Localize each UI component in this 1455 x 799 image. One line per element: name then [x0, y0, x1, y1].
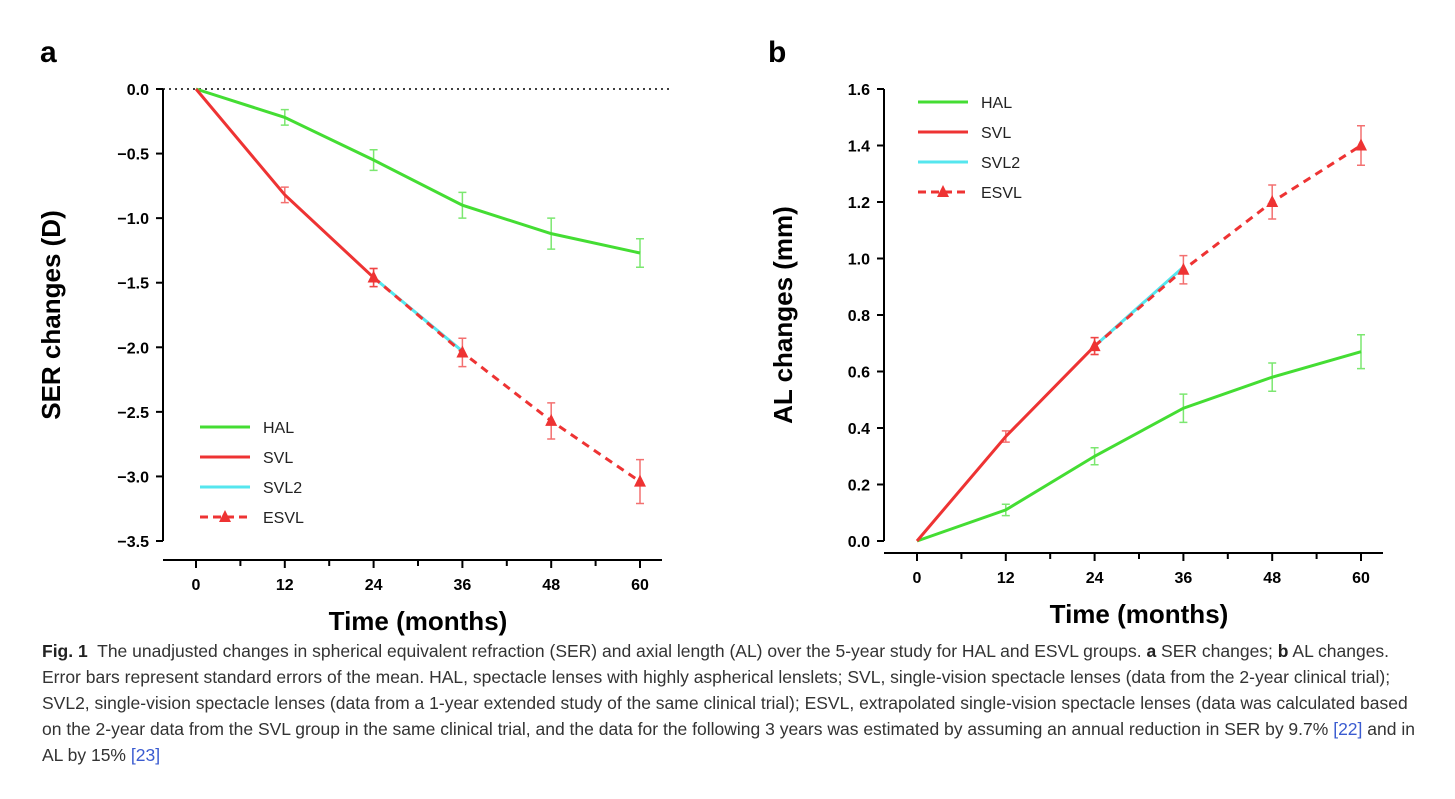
- x-tick-label: 60: [1352, 570, 1370, 587]
- x-tick-label: 24: [1086, 570, 1104, 587]
- y-tick-label: 1.2: [848, 195, 870, 212]
- y-tick-label: 0.0: [848, 534, 870, 551]
- legend-label-svl2: SVL2: [981, 155, 1020, 172]
- x-tick-label: 24: [365, 577, 383, 594]
- y-tick-label: −1.0: [117, 211, 149, 228]
- caption-text: SER changes;: [1161, 641, 1273, 661]
- reference-link[interactable]: [23]: [130, 745, 161, 765]
- panel-label: a: [40, 36, 57, 69]
- fig-label: Fig. 1: [42, 641, 88, 661]
- y-tick-label: 0.6: [848, 365, 870, 382]
- data-point-esvl: [1088, 339, 1101, 352]
- data-point-esvl: [545, 413, 558, 426]
- y-tick-label: 0.4: [848, 421, 870, 438]
- y-tick-label: 0.2: [848, 478, 870, 495]
- legend-label-hal: HAL: [981, 95, 1012, 112]
- y-tick-label: 0.8: [848, 308, 870, 325]
- series-line-svl: [194, 88, 375, 279]
- x-tick-label: 60: [631, 577, 649, 594]
- x-tick-label: 48: [1263, 570, 1281, 587]
- legend-marker-esvl: [937, 185, 949, 197]
- error-bar-hal: [636, 238, 644, 268]
- legend-label-svl: SVL: [981, 125, 1011, 142]
- x-tick-label: 12: [276, 577, 294, 594]
- caption-a: a: [1146, 641, 1157, 661]
- caption-text: AL changes. Error bars represent standar…: [42, 641, 1408, 739]
- caption-text: and in AL by 15%: [42, 719, 1415, 765]
- caption-text: The unadjusted changes in spherical equi…: [97, 641, 1142, 661]
- x-axis-label: Time (months): [1050, 599, 1229, 629]
- legend-marker-esvl: [219, 510, 231, 522]
- data-point-esvl: [1355, 138, 1367, 151]
- series-line-hal: [195, 87, 641, 255]
- x-tick-label: 0: [192, 577, 201, 594]
- figure-caption: Fig. 1 The unadjusted changes in spheric…: [42, 638, 1422, 768]
- legend-label-hal: HAL: [263, 420, 294, 437]
- series-line-esvl: [1093, 144, 1362, 348]
- series-line-svl: [915, 345, 1096, 542]
- y-tick-label: −0.5: [117, 147, 149, 164]
- legend-label-esvl: ESVL: [981, 185, 1022, 202]
- caption-b: b: [1277, 641, 1289, 661]
- y-tick-label: −2.0: [117, 340, 149, 357]
- data-point-esvl: [1266, 195, 1279, 207]
- y-axis-label: AL changes (mm): [768, 206, 798, 424]
- y-tick-label: 0.0: [127, 82, 149, 99]
- legend-label-svl2: SVL2: [263, 480, 302, 497]
- x-axis-label: Time (months): [329, 606, 508, 636]
- y-axis-label: SER changes (D): [36, 210, 66, 420]
- y-tick-label: −3.0: [117, 469, 149, 486]
- reference-link[interactable]: [22]: [1333, 719, 1363, 739]
- y-tick-label: −2.5: [117, 405, 149, 422]
- series-line-hal: [916, 350, 1362, 543]
- data-point-esvl: [634, 474, 646, 487]
- panel-label: b: [768, 36, 786, 69]
- x-tick-label: 48: [542, 577, 560, 594]
- x-tick-label: 36: [454, 577, 472, 594]
- x-tick-label: 36: [1175, 570, 1193, 587]
- x-tick-label: 12: [997, 570, 1015, 587]
- y-tick-label: 1.6: [848, 82, 870, 99]
- y-tick-label: −3.5: [117, 534, 149, 551]
- data-point-esvl: [1177, 262, 1190, 275]
- y-tick-label: 1.4: [848, 139, 870, 156]
- legend-label-svl: SVL: [263, 450, 293, 467]
- y-tick-label: 1.0: [848, 252, 870, 269]
- series-line-esvl: [372, 276, 641, 483]
- chart-area: a 0.0 −0.5 −1.0 −1.5 −2.0 −2.5 −3.0 −3.5 0 12 24 36 4…: [36, 36, 1383, 636]
- legend-label-esvl: ESVL: [263, 510, 304, 527]
- x-tick-label: 0: [913, 570, 922, 587]
- data-point-esvl: [367, 270, 380, 283]
- y-tick-label: −1.5: [117, 276, 149, 293]
- data-point-esvl: [456, 345, 469, 358]
